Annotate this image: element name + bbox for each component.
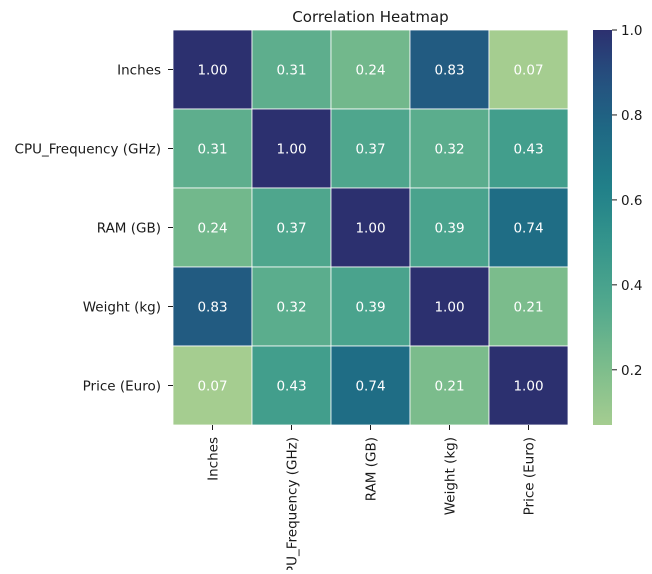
cell-annotation: 0.31	[197, 142, 227, 158]
x-tick-label: CPU_Frequency (GHz)	[285, 437, 301, 570]
cell-annotation: 0.83	[434, 63, 464, 79]
cell-annotation: 0.37	[276, 221, 306, 237]
heatmap-cell	[251, 29, 332, 110]
heatmap-cell	[251, 266, 332, 347]
y-tick-label: CPU_Frequency (GHz)	[15, 142, 161, 158]
heatmap-cell	[251, 345, 332, 426]
cell-annotation: 0.24	[197, 221, 227, 237]
cell-annotation: 0.21	[434, 379, 464, 395]
heatmap-cell	[330, 108, 411, 189]
cell-annotation: 1.00	[513, 379, 543, 395]
colorbar-tick-label: 0.4	[621, 278, 642, 294]
cell-annotation: 1.00	[355, 221, 385, 237]
heatmap-cell	[172, 29, 253, 110]
heatmap-cell	[330, 345, 411, 426]
cell-annotation: 0.74	[355, 379, 385, 395]
colorbar: 0.2 0.4 0.6 0.8 1.0	[593, 23, 642, 425]
heatmap-cell	[172, 108, 253, 189]
heatmap-cell	[330, 266, 411, 347]
heatmap-cell	[251, 187, 332, 268]
heatmap-cell	[330, 29, 411, 110]
heatmap-cell	[488, 345, 569, 426]
colorbar-gradient	[593, 30, 612, 425]
cell-annotation: 0.39	[434, 221, 464, 237]
y-tick-label: Weight (kg)	[83, 300, 161, 316]
cell-annotation: 0.32	[434, 142, 464, 158]
heatmap-cell	[488, 108, 569, 189]
cell-annotation: 0.07	[197, 379, 227, 395]
x-tick-label: Price (Euro)	[522, 437, 538, 515]
chart-title: Correlation Heatmap	[292, 8, 448, 26]
heatmap-cell	[488, 187, 569, 268]
cell-annotation: 1.00	[434, 300, 464, 316]
heatmap-annotations: 1.00 0.31 0.24 0.83 0.07 0.31 1.00 0.37 0.32 0.43…	[197, 63, 543, 395]
y-tick-label: Price (Euro)	[83, 379, 161, 395]
heatmap-cell	[488, 266, 569, 347]
colorbar-tick-label: 0.2	[621, 363, 642, 379]
cell-annotation: 0.83	[197, 300, 227, 316]
y-tick-label: RAM (GB)	[97, 221, 161, 237]
heatmap-cell	[409, 266, 490, 347]
cell-annotation: 0.24	[355, 63, 385, 79]
heatmap-cells	[172, 29, 569, 426]
x-tick-label: Inches	[206, 437, 222, 481]
heatmap-cell	[409, 29, 490, 110]
y-tick-label: Inches	[117, 63, 161, 79]
y-axis-ticks: Inches CPU_Frequency (GHz) RAM (GB) Weight …	[15, 63, 173, 395]
heatmap-cell	[330, 187, 411, 268]
cell-annotation: 0.21	[513, 300, 543, 316]
cell-annotation: 1.00	[276, 142, 306, 158]
heatmap-cell	[488, 29, 569, 110]
x-tick-label: RAM (GB)	[364, 437, 380, 501]
cell-annotation: 0.74	[513, 221, 543, 237]
cell-annotation: 0.31	[276, 63, 306, 79]
heatmap-cell	[409, 187, 490, 268]
colorbar-tick-label: 0.8	[621, 108, 642, 124]
colorbar-tick-label: 0.6	[621, 193, 642, 209]
cell-annotation: 0.39	[355, 300, 385, 316]
x-axis-ticks: Inches CPU_Frequency (GHz) RAM (GB) Weight …	[206, 425, 538, 574]
heatmap-cell	[172, 345, 253, 426]
x-tick-label: Weight (kg)	[443, 437, 459, 515]
cell-annotation: 0.37	[355, 142, 385, 158]
cell-annotation: 0.43	[276, 379, 306, 395]
cell-annotation: 0.32	[276, 300, 306, 316]
cell-annotation: 0.07	[513, 63, 543, 79]
cell-annotation: 1.00	[197, 63, 227, 79]
cell-annotation: 0.43	[513, 142, 543, 158]
colorbar-tick-label: 1.0	[621, 23, 642, 39]
